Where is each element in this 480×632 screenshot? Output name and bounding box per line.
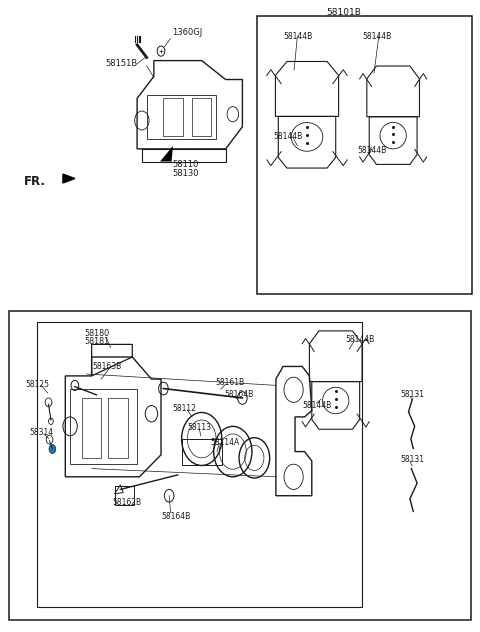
Text: 58110: 58110 [172,160,198,169]
Text: 58144B: 58144B [274,133,303,142]
Text: 58131: 58131 [400,391,424,399]
Text: 58163B: 58163B [93,362,122,371]
Polygon shape [160,146,173,162]
Text: 58144B: 58144B [345,336,374,344]
Text: 58162B: 58162B [112,497,141,506]
Text: 58101B: 58101B [326,8,361,16]
Text: 58114A: 58114A [210,437,240,447]
Text: 58125: 58125 [25,380,49,389]
Text: 58151B: 58151B [105,59,137,68]
Text: 58180: 58180 [84,329,109,338]
Text: FR.: FR. [24,174,46,188]
Text: 58164B: 58164B [161,512,190,521]
Text: 58144B: 58144B [357,146,386,155]
Text: 58181: 58181 [84,337,109,346]
Circle shape [49,445,56,454]
Text: 58144B: 58144B [283,32,312,40]
Text: 58144B: 58144B [362,32,391,40]
Polygon shape [63,174,75,183]
Text: 58164B: 58164B [225,391,254,399]
Text: 58314: 58314 [29,428,54,437]
Text: 58131: 58131 [400,455,424,465]
Text: 58113: 58113 [187,423,211,432]
Text: 58130: 58130 [172,169,199,178]
Text: 58144B: 58144B [302,401,332,410]
Text: 58161B: 58161B [215,378,244,387]
Text: 1360GJ: 1360GJ [172,28,202,37]
Text: 58112: 58112 [172,404,196,413]
